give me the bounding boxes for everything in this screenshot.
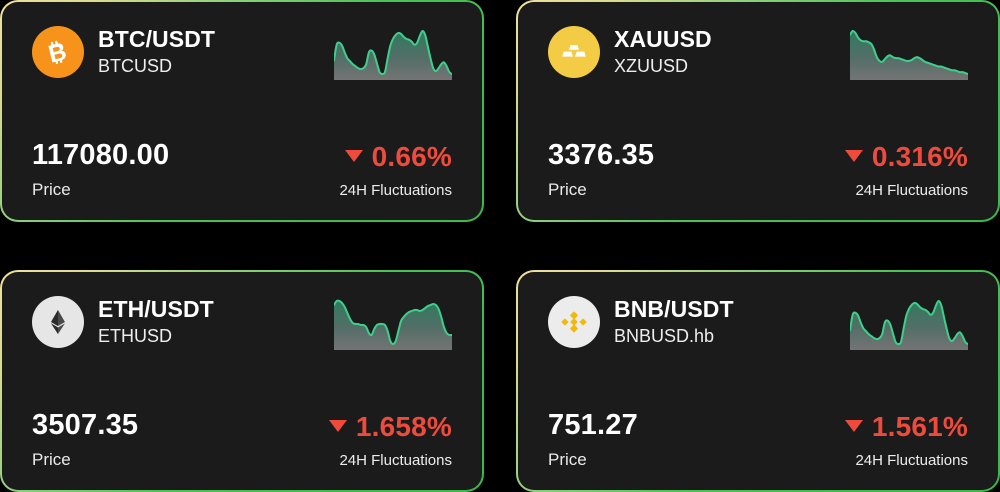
card-header: BTC/USDT BTCUSD xyxy=(32,26,452,80)
change-block: 1.561% 24H Fluctuations xyxy=(844,411,968,469)
card-inner: XAUUSD XZUUSD 3376.35 Price 0.316% 24H F… xyxy=(518,2,998,220)
instrument-identity: BTC/USDT BTCUSD xyxy=(32,26,215,78)
change-label: 24H Fluctuations xyxy=(339,452,452,469)
instrument-names: XAUUSD XZUUSD xyxy=(614,26,712,78)
change-block: 0.66% 24H Fluctuations xyxy=(339,141,452,199)
change-row: 0.316% xyxy=(844,141,968,172)
change-row: 1.658% xyxy=(328,411,452,442)
change-label: 24H Fluctuations xyxy=(855,182,968,199)
price-block: 751.27 Price xyxy=(548,409,638,469)
arrow-down-icon xyxy=(344,149,363,162)
change-label: 24H Fluctuations xyxy=(855,452,968,469)
card-header: XAUUSD XZUUSD xyxy=(548,26,968,80)
card-header: ETH/USDT ETHUSD xyxy=(32,296,452,350)
price-value: 117080.00 xyxy=(32,139,170,171)
pair-name: ETH/USDT xyxy=(98,296,214,323)
change-row: 0.66% xyxy=(344,141,452,172)
symbol-name: BNBUSD.hb xyxy=(614,326,715,347)
symbol-name: XZUUSD xyxy=(614,56,689,77)
price-block: 3507.35 Price xyxy=(32,409,139,469)
card-footer: 3376.35 Price 0.316% 24H Fluctuations xyxy=(548,139,968,199)
binance-icon xyxy=(548,296,600,348)
symbol-name: BTCUSD xyxy=(98,56,173,77)
price-value: 751.27 xyxy=(548,409,638,441)
card-footer: 117080.00 Price 0.66% 24H Fluctuations xyxy=(32,139,452,199)
change-label: 24H Fluctuations xyxy=(339,182,452,199)
change-value: 1.561% xyxy=(871,411,968,442)
pair-name: BTC/USDT xyxy=(98,26,216,53)
price-block: 3376.35 Price xyxy=(548,139,655,199)
arrow-down-icon xyxy=(844,419,863,432)
instrument-identity: BNB/USDT BNBUSD.hb xyxy=(548,296,734,348)
instrument-names: ETH/USDT ETHUSD xyxy=(98,296,214,348)
price-label: Price xyxy=(548,450,587,469)
instrument-names: BNB/USDT BNBUSD.hb xyxy=(614,296,734,348)
arrow-down-icon xyxy=(328,419,347,432)
sparkline-chart xyxy=(850,28,968,80)
sparkline-chart xyxy=(334,28,452,80)
change-block: 0.316% 24H Fluctuations xyxy=(844,141,968,199)
symbol-name: ETHUSD xyxy=(98,326,173,347)
price-block: 117080.00 Price xyxy=(32,139,170,199)
change-row: 1.561% xyxy=(844,411,968,442)
ticker-card-xau[interactable]: XAUUSD XZUUSD 3376.35 Price 0.316% 24H F… xyxy=(516,0,1000,222)
price-label: Price xyxy=(32,180,71,199)
change-block: 1.658% 24H Fluctuations xyxy=(328,411,452,469)
instrument-identity: ETH/USDT ETHUSD xyxy=(32,296,214,348)
sparkline-chart xyxy=(850,298,968,350)
ticker-card-btc[interactable]: BTC/USDT BTCUSD 117080.00 Price 0.66% 24… xyxy=(0,0,484,222)
ticker-card-bnb[interactable]: BNB/USDT BNBUSD.hb 751.27 Price 1.561% 2… xyxy=(516,270,1000,492)
card-footer: 751.27 Price 1.561% 24H Fluctuations xyxy=(548,409,968,469)
arrow-down-icon xyxy=(844,149,863,162)
price-label: Price xyxy=(548,180,587,199)
bitcoin-icon xyxy=(32,26,84,78)
price-label: Price xyxy=(32,450,71,469)
price-value: 3376.35 xyxy=(548,139,655,171)
card-inner: BNB/USDT BNBUSD.hb 751.27 Price 1.561% 2… xyxy=(518,272,998,490)
gold-bars-icon xyxy=(548,26,600,78)
card-inner: BTC/USDT BTCUSD 117080.00 Price 0.66% 24… xyxy=(2,2,482,220)
card-inner: ETH/USDT ETHUSD 3507.35 Price 1.658% 24H xyxy=(2,272,482,490)
pair-name: BNB/USDT xyxy=(614,296,734,323)
change-value: 1.658% xyxy=(355,411,452,442)
instrument-identity: XAUUSD XZUUSD xyxy=(548,26,712,78)
card-header: BNB/USDT BNBUSD.hb xyxy=(548,296,968,350)
card-footer: 3507.35 Price 1.658% 24H Fluctuations xyxy=(32,409,452,469)
pair-name: XAUUSD xyxy=(614,26,712,53)
instrument-names: BTC/USDT BTCUSD xyxy=(98,26,215,78)
change-value: 0.316% xyxy=(871,141,968,172)
ticker-card-eth[interactable]: ETH/USDT ETHUSD 3507.35 Price 1.658% 24H xyxy=(0,270,484,492)
price-value: 3507.35 xyxy=(32,409,139,441)
change-value: 0.66% xyxy=(371,141,452,172)
ethereum-icon xyxy=(32,296,84,348)
sparkline-chart xyxy=(334,298,452,350)
